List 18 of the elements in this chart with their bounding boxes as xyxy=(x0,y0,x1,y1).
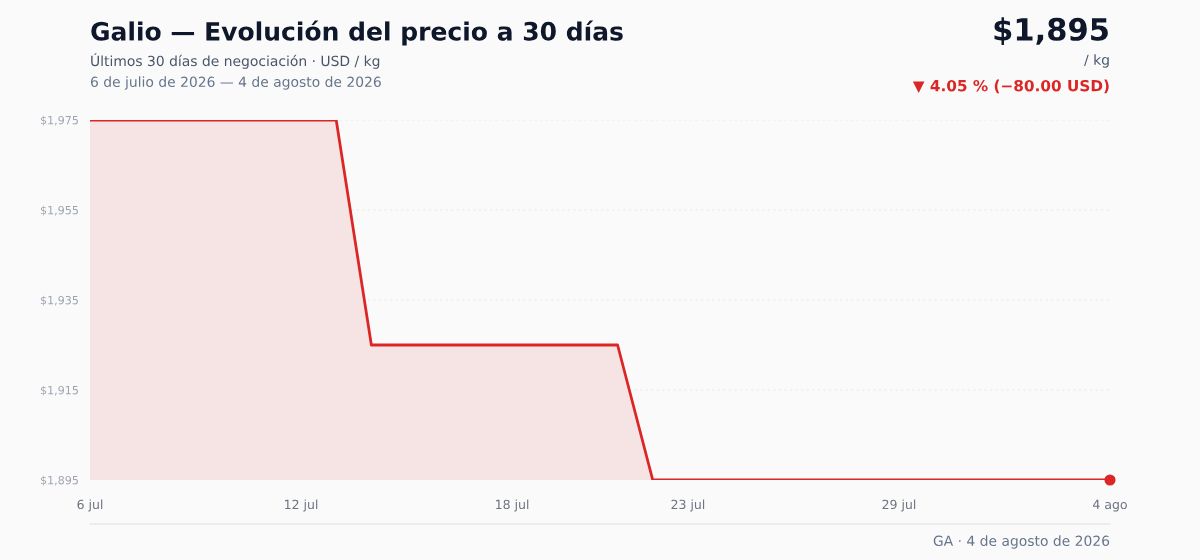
x-tick-label: 12 jul xyxy=(285,499,318,512)
y-tick-label: $1,895 xyxy=(40,475,78,486)
text: GA · 4 de agosto de 2026 xyxy=(933,535,1110,549)
y-tick-label: $1,975 xyxy=(40,115,78,126)
x-tick-label: 4 ago xyxy=(1093,499,1127,512)
x-tick-label: 29 jul xyxy=(882,499,916,512)
y-tick-label: $1,955 xyxy=(40,205,78,216)
chart-subtitle: Últimos 30 días de negociación · USD / kg xyxy=(91,53,380,69)
text: ▼ 4.05 % (−80.00 USD) xyxy=(912,79,1109,94)
text: $1,895 xyxy=(994,17,1108,45)
y-tick-label: $1,935 xyxy=(40,295,78,306)
x-tick-label: 18 jul xyxy=(496,499,529,512)
x-tick-label: 6 jul xyxy=(77,499,103,512)
y-tick-label: $1,915 xyxy=(40,385,78,396)
chart-title: Galio — Evolución del precio a 30 días xyxy=(91,20,623,46)
text: / kg xyxy=(1084,54,1109,68)
x-tick-label: 23 jul xyxy=(671,499,705,512)
text: 6 de julio de 2026 — 4 de agosto de 2026 xyxy=(90,76,381,90)
